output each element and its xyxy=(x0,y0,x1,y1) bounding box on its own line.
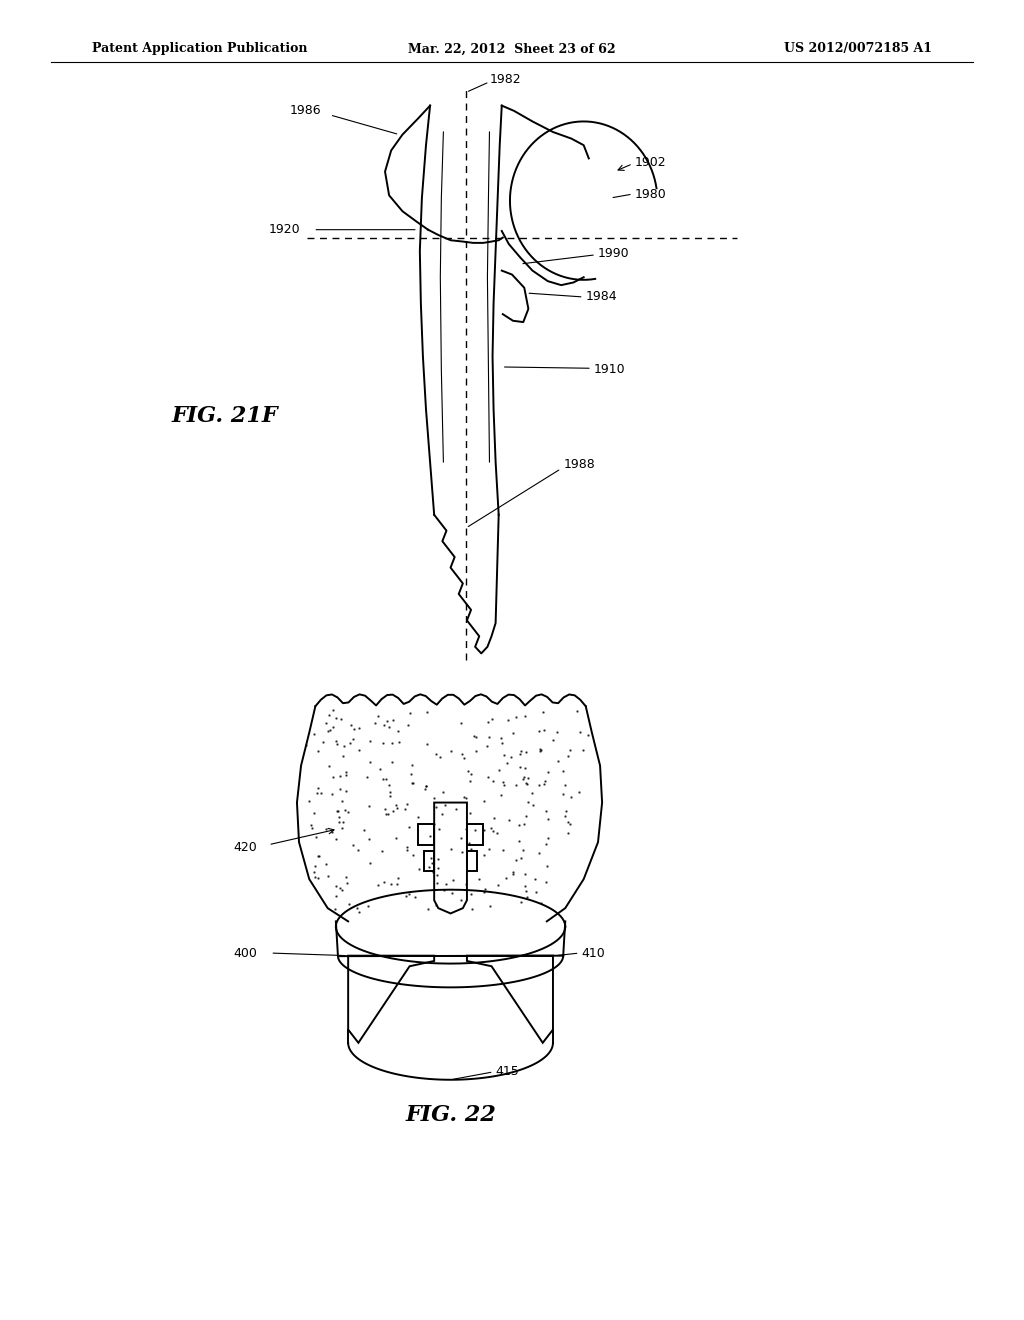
Text: 1902: 1902 xyxy=(635,156,667,169)
Text: 415: 415 xyxy=(496,1065,519,1078)
Text: 1980: 1980 xyxy=(635,187,667,201)
Text: 1984: 1984 xyxy=(586,290,617,304)
Text: 1990: 1990 xyxy=(598,247,630,260)
Text: 400: 400 xyxy=(233,946,257,960)
Text: 1986: 1986 xyxy=(290,104,322,117)
Text: 410: 410 xyxy=(582,946,605,960)
Text: 1920: 1920 xyxy=(268,223,300,236)
Text: US 2012/0072185 A1: US 2012/0072185 A1 xyxy=(783,42,932,55)
Text: Mar. 22, 2012  Sheet 23 of 62: Mar. 22, 2012 Sheet 23 of 62 xyxy=(409,42,615,55)
Text: FIG. 22: FIG. 22 xyxy=(406,1105,496,1126)
Text: 1988: 1988 xyxy=(563,458,595,471)
Text: Patent Application Publication: Patent Application Publication xyxy=(92,42,307,55)
Text: 1982: 1982 xyxy=(489,73,521,86)
Text: 420: 420 xyxy=(233,841,257,854)
Text: FIG. 21F: FIG. 21F xyxy=(172,405,279,426)
Text: 1910: 1910 xyxy=(594,363,626,376)
